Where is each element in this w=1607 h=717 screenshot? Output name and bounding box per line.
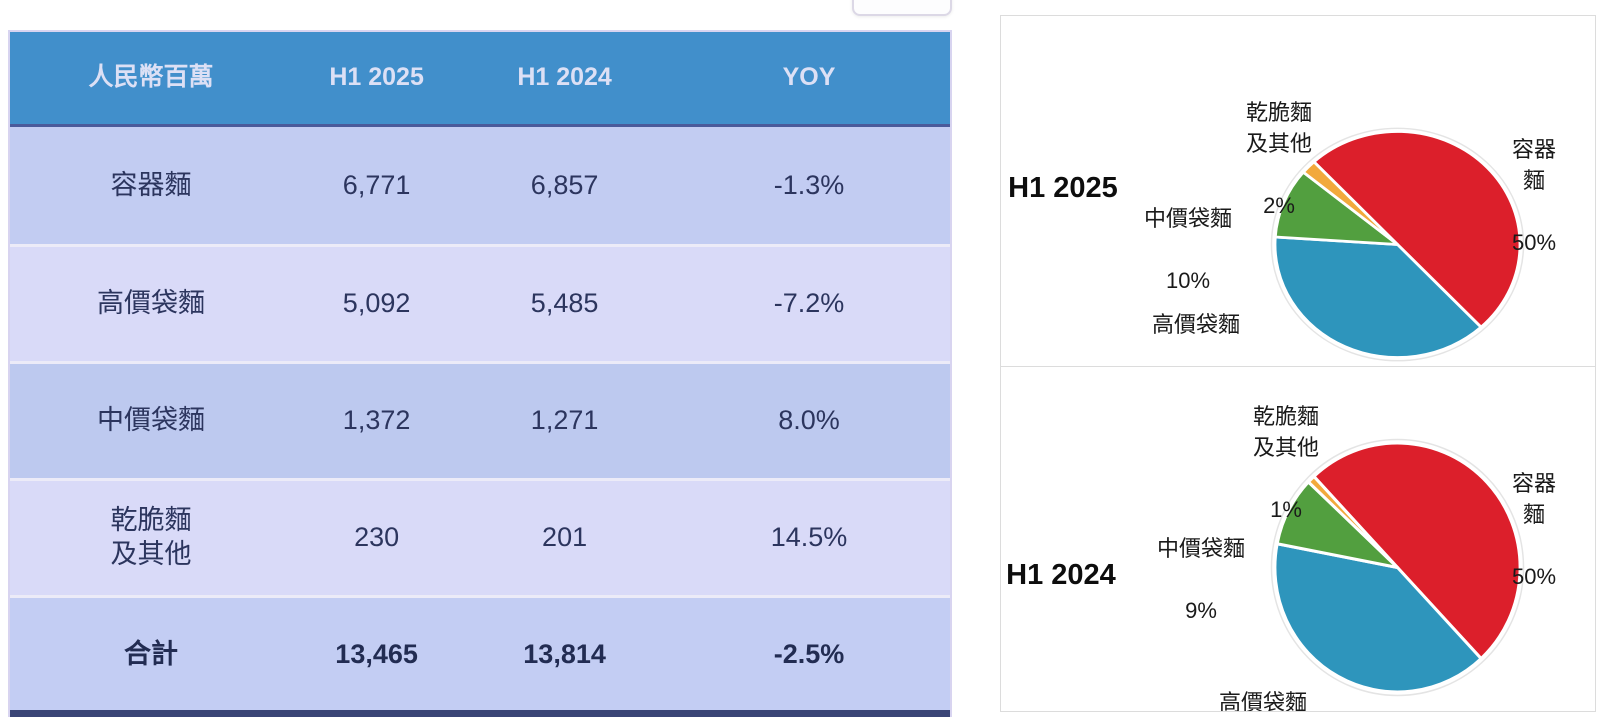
pie-chart-h1-2024 bbox=[1270, 438, 1525, 697]
cell-yoy: -1.3% bbox=[773, 169, 845, 200]
pie-outline bbox=[1270, 438, 1525, 697]
cell-yoy: 8.0% bbox=[778, 405, 840, 436]
pie-label-container-noodles: 容器麵 50% bbox=[1504, 437, 1565, 592]
header-cell-h1-2025: H1 2025 bbox=[329, 63, 424, 92]
cell-h1-2025: 5,092 bbox=[342, 288, 411, 319]
cell-category: 乾脆麵 及其他 bbox=[110, 505, 192, 569]
pie-label-mid-price-bag: 中價袋麵 9% bbox=[1157, 502, 1245, 626]
pie-label-pct: 50% bbox=[1511, 230, 1557, 255]
table-row-crispy-and-others: 乾脆麵 及其他 230 201 14.5% bbox=[10, 478, 950, 595]
pie-label-crispy-and-others: 乾脆麵 及其他 1% bbox=[1253, 370, 1319, 525]
cell-category: 容器麵 bbox=[110, 169, 192, 200]
pie-label-name: 容器麵 bbox=[1511, 471, 1556, 527]
pie-label-high-price-bag: 高價袋麵 38% bbox=[1151, 278, 1241, 366]
pie-outline bbox=[1270, 127, 1525, 362]
pie-label-name: 容器麵 bbox=[1511, 137, 1556, 193]
pie-label-pct: 10% bbox=[1165, 268, 1211, 293]
header-cell-yoy: YOY bbox=[782, 63, 836, 92]
chart-title-h1-2024: H1 2024 bbox=[1006, 559, 1116, 591]
pie-slice-2 bbox=[1273, 542, 1483, 694]
cell-h1-2025: 230 bbox=[354, 522, 400, 553]
cell-h1-2024: 1,271 bbox=[530, 405, 599, 436]
cell-yoy: -7.2% bbox=[773, 288, 845, 319]
pie-label-name: 乾脆麵 及其他 bbox=[1245, 100, 1313, 156]
pie-label-name: 中價袋麵 bbox=[1156, 536, 1246, 561]
cell-yoy: -2.5% bbox=[773, 639, 845, 670]
cell-h1-2025: 6,771 bbox=[342, 169, 411, 200]
cell-h1-2025: 1,372 bbox=[342, 405, 411, 436]
pie-label-container-noodles: 容器麵 50% bbox=[1504, 103, 1565, 258]
pie-label-name: 高價袋麵 bbox=[1151, 312, 1241, 337]
cell-category: 合計 bbox=[124, 639, 178, 670]
cell-h1-2024: 201 bbox=[542, 522, 588, 553]
pie-chart-panel-h1-2024: H1 2024 乾脆麵 及其他 1% 容器麵 50% 中價袋麵 9% 高價袋麵 … bbox=[1000, 367, 1596, 712]
pie-label-pct: 2% bbox=[1263, 193, 1295, 218]
header-cell-h1-2024: H1 2024 bbox=[517, 63, 612, 92]
table-row-mid-price-bag: 中價袋麵 1,372 1,271 8.0% bbox=[10, 361, 950, 478]
pie-label-pct: 50% bbox=[1511, 564, 1557, 589]
table-bottom-border bbox=[10, 710, 950, 717]
cell-category: 高價袋麵 bbox=[97, 288, 205, 319]
cell-h1-2024: 5,485 bbox=[530, 288, 599, 319]
pie-label-pct: 9% bbox=[1185, 598, 1217, 623]
table-row-total: 合計 13,465 13,814 -2.5% bbox=[10, 595, 950, 712]
table-header-row: 人民幣百萬 H1 2025 H1 2024 YOY bbox=[10, 32, 950, 127]
pie-label-crispy-and-others: 乾脆麵 及其他 2% bbox=[1246, 66, 1312, 221]
cell-h1-2025: 13,465 bbox=[335, 639, 418, 670]
table-row-high-price-bag: 高價袋麵 5,092 5,485 -7.2% bbox=[10, 244, 950, 361]
cell-h1-2024: 6,857 bbox=[530, 169, 599, 200]
cell-category: 中價袋麵 bbox=[97, 405, 205, 436]
revenue-table: 人民幣百萬 H1 2025 H1 2024 YOY 容器麵 6,771 6,85… bbox=[8, 30, 952, 717]
pie-slice-2 bbox=[1273, 235, 1483, 359]
cell-h1-2024: 13,814 bbox=[523, 639, 606, 670]
pie-label-name: 高價袋麵 bbox=[1218, 690, 1308, 712]
chart-title-h1-2025: H1 2025 bbox=[1008, 172, 1118, 204]
pie-slice-4 bbox=[1301, 160, 1399, 246]
pie-label-mid-price-bag: 中價袋麵 10% bbox=[1144, 172, 1232, 296]
table-row-container-noodles: 容器麵 6,771 6,857 -1.3% bbox=[10, 127, 950, 244]
window-tab bbox=[852, 0, 952, 16]
pie-label-name: 中價袋麵 bbox=[1143, 206, 1233, 231]
pie-chart-panel-h1-2025: H1 2025 乾脆麵 及其他 2% 容器麵 50% 中價袋麵 10% 高價袋麵… bbox=[1000, 15, 1596, 367]
cell-yoy: 14.5% bbox=[770, 522, 848, 553]
pie-slice-1 bbox=[1312, 130, 1522, 329]
pie-label-name: 乾脆麵 及其他 bbox=[1252, 404, 1320, 460]
pie-label-high-price-bag: 高價袋麵 40% bbox=[1218, 656, 1308, 712]
header-cell-unit: 人民幣百萬 bbox=[88, 63, 214, 92]
pie-slice-4 bbox=[1306, 474, 1399, 570]
pie-label-pct: 1% bbox=[1270, 497, 1302, 522]
pie-slice-3 bbox=[1273, 170, 1399, 246]
pie-chart-h1-2025 bbox=[1270, 127, 1525, 362]
pie-slice-1 bbox=[1312, 441, 1522, 661]
